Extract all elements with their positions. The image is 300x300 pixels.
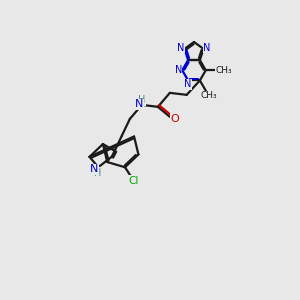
Text: O: O [170,114,179,124]
Text: N: N [203,43,211,53]
Text: CH₃: CH₃ [215,66,232,75]
Text: N: N [177,43,184,53]
Text: N: N [184,80,192,89]
Text: Cl: Cl [128,176,139,186]
Text: N: N [175,65,182,75]
Text: H: H [94,168,101,178]
Text: CH₃: CH₃ [200,91,217,100]
Text: N: N [90,164,98,174]
Text: N: N [135,100,143,110]
Text: H: H [138,95,145,106]
